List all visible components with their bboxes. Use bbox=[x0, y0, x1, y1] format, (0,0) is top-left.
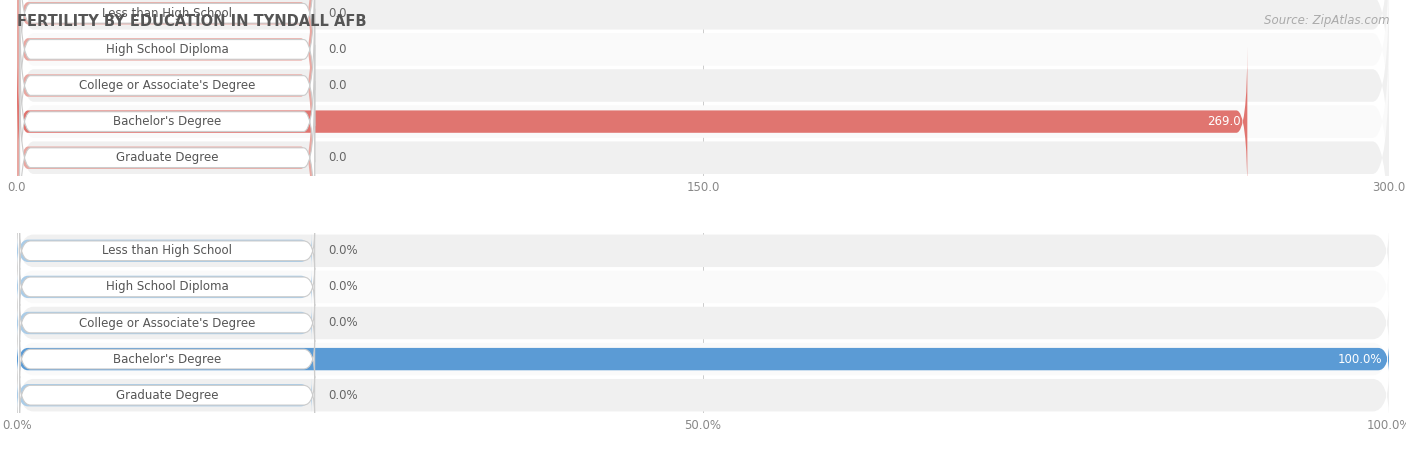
FancyBboxPatch shape bbox=[17, 224, 1389, 278]
FancyBboxPatch shape bbox=[20, 0, 315, 90]
FancyBboxPatch shape bbox=[17, 378, 312, 413]
FancyBboxPatch shape bbox=[17, 8, 1389, 235]
Text: College or Associate's Degree: College or Associate's Degree bbox=[79, 316, 256, 330]
FancyBboxPatch shape bbox=[17, 0, 1389, 163]
FancyBboxPatch shape bbox=[17, 82, 312, 233]
FancyBboxPatch shape bbox=[20, 304, 315, 342]
FancyBboxPatch shape bbox=[20, 232, 315, 270]
Text: 0.0%: 0.0% bbox=[329, 316, 359, 330]
FancyBboxPatch shape bbox=[20, 45, 315, 199]
Text: Less than High School: Less than High School bbox=[103, 7, 232, 20]
Text: FERTILITY BY EDUCATION IN TYNDALL AFB: FERTILITY BY EDUCATION IN TYNDALL AFB bbox=[17, 14, 367, 29]
FancyBboxPatch shape bbox=[17, 10, 312, 161]
FancyBboxPatch shape bbox=[17, 342, 1389, 377]
Text: 0.0%: 0.0% bbox=[329, 280, 359, 294]
FancyBboxPatch shape bbox=[17, 0, 1389, 127]
FancyBboxPatch shape bbox=[20, 0, 315, 126]
Text: 269.0: 269.0 bbox=[1206, 115, 1240, 128]
FancyBboxPatch shape bbox=[17, 0, 312, 125]
Text: 0.0%: 0.0% bbox=[329, 389, 359, 402]
Text: Graduate Degree: Graduate Degree bbox=[115, 389, 218, 402]
FancyBboxPatch shape bbox=[17, 305, 312, 341]
Text: Less than High School: Less than High School bbox=[103, 244, 232, 257]
Text: 0.0: 0.0 bbox=[329, 43, 347, 56]
Text: Bachelor's Degree: Bachelor's Degree bbox=[112, 115, 221, 128]
Text: 100.0%: 100.0% bbox=[1337, 352, 1382, 366]
Text: College or Associate's Degree: College or Associate's Degree bbox=[79, 79, 256, 92]
Text: Bachelor's Degree: Bachelor's Degree bbox=[112, 352, 221, 366]
FancyBboxPatch shape bbox=[17, 46, 1247, 197]
Text: Graduate Degree: Graduate Degree bbox=[115, 151, 218, 164]
FancyBboxPatch shape bbox=[20, 9, 315, 162]
Text: Source: ZipAtlas.com: Source: ZipAtlas.com bbox=[1264, 14, 1389, 27]
FancyBboxPatch shape bbox=[17, 296, 1389, 350]
FancyBboxPatch shape bbox=[20, 340, 315, 378]
FancyBboxPatch shape bbox=[17, 269, 312, 304]
FancyBboxPatch shape bbox=[17, 368, 1389, 422]
FancyBboxPatch shape bbox=[17, 0, 1389, 199]
FancyBboxPatch shape bbox=[17, 44, 1389, 271]
FancyBboxPatch shape bbox=[20, 376, 315, 414]
Text: High School Diploma: High School Diploma bbox=[105, 43, 229, 56]
Text: High School Diploma: High School Diploma bbox=[105, 280, 229, 294]
Text: 0.0: 0.0 bbox=[329, 79, 347, 92]
FancyBboxPatch shape bbox=[17, 233, 312, 268]
Text: 0.0: 0.0 bbox=[329, 151, 347, 164]
Text: 0.0: 0.0 bbox=[329, 7, 347, 20]
FancyBboxPatch shape bbox=[17, 332, 1389, 386]
Text: 0.0%: 0.0% bbox=[329, 244, 359, 257]
FancyBboxPatch shape bbox=[20, 268, 315, 306]
FancyBboxPatch shape bbox=[20, 81, 315, 235]
FancyBboxPatch shape bbox=[17, 0, 312, 89]
FancyBboxPatch shape bbox=[17, 260, 1389, 314]
